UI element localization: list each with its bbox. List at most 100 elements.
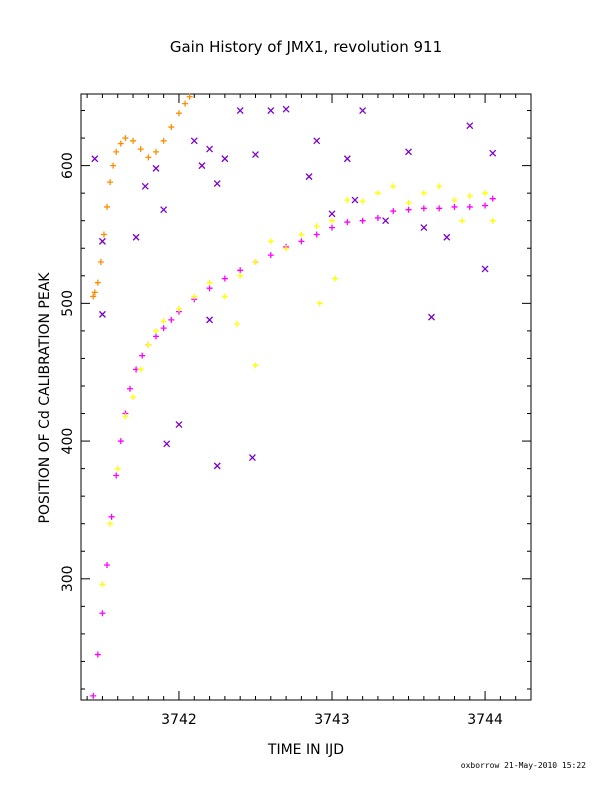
y-tick-label: 400	[60, 428, 76, 455]
data-point	[443, 233, 451, 241]
data-point	[482, 202, 489, 209]
data-point	[466, 192, 473, 199]
data-point	[234, 321, 241, 328]
data-point	[459, 217, 466, 224]
data-point	[405, 206, 412, 213]
data-point	[152, 164, 160, 172]
data-point	[237, 267, 244, 274]
data-point	[206, 145, 214, 153]
data-point	[248, 454, 256, 462]
data-point	[113, 472, 120, 479]
x-tick-label: 3742	[161, 712, 197, 728]
data-point	[206, 285, 213, 292]
data-point	[175, 305, 182, 312]
data-point	[420, 190, 427, 197]
data-point	[97, 259, 104, 266]
data-point	[163, 440, 171, 448]
data-point	[481, 265, 489, 273]
data-point	[359, 107, 367, 114]
data-point	[237, 272, 244, 279]
data-point	[130, 394, 137, 400]
data-point	[104, 203, 111, 210]
data-point	[108, 513, 115, 520]
data-point	[100, 231, 107, 238]
data-point	[198, 162, 206, 170]
data-point	[343, 155, 351, 163]
x-axis-label: TIME IN IJD	[267, 742, 344, 758]
data-point	[436, 183, 443, 190]
data-point	[91, 155, 99, 163]
data-point	[94, 279, 101, 286]
series-3	[99, 183, 496, 588]
data-point	[107, 520, 114, 527]
series-2	[90, 93, 193, 300]
data-point	[329, 224, 336, 231]
data-point	[99, 581, 106, 588]
data-point	[191, 293, 198, 300]
data-point	[213, 180, 221, 187]
data-point	[113, 148, 120, 155]
data-point	[332, 275, 339, 282]
data-point	[153, 148, 159, 155]
data-point	[182, 100, 189, 107]
data-point	[90, 692, 97, 699]
data-point	[298, 238, 305, 245]
data-point	[145, 341, 152, 348]
data-point	[252, 259, 259, 266]
data-point	[236, 107, 244, 114]
data-point	[489, 195, 496, 202]
data-point	[390, 208, 397, 215]
series-1	[90, 195, 496, 699]
data-point	[267, 107, 275, 114]
data-point	[466, 203, 473, 210]
data-point	[117, 140, 124, 147]
x-tick-label: 3744	[467, 712, 503, 728]
data-point	[436, 205, 443, 212]
data-point	[90, 293, 97, 300]
data-point	[267, 238, 274, 245]
data-point	[213, 462, 221, 470]
data-point	[482, 190, 489, 197]
data-point	[267, 252, 274, 259]
data-point	[313, 231, 320, 238]
data-point	[466, 122, 474, 130]
data-point	[91, 289, 98, 296]
data-point	[206, 279, 213, 286]
data-point	[137, 146, 144, 153]
data-point	[489, 149, 497, 157]
data-point	[107, 179, 114, 186]
data-point	[252, 151, 259, 159]
data-point	[110, 162, 117, 169]
data-point	[175, 421, 183, 429]
data-point	[160, 325, 167, 332]
data-point	[141, 182, 149, 190]
chart-title: Gain History of JMX1, revolution 911	[170, 38, 442, 56]
data-point	[221, 155, 229, 163]
data-point	[282, 105, 290, 113]
data-point	[139, 352, 146, 359]
data-point	[489, 217, 496, 224]
data-point	[98, 310, 106, 318]
y-tick-label: 500	[60, 290, 76, 317]
data-point	[252, 362, 259, 369]
data-point	[168, 124, 175, 131]
plot-frame	[80, 93, 532, 701]
series-4	[91, 105, 497, 470]
data-point	[316, 300, 323, 307]
data-point	[104, 562, 111, 569]
data-point	[283, 245, 290, 252]
x-tick-label: 3743	[314, 712, 350, 728]
data-point	[351, 196, 359, 204]
data-point	[313, 137, 321, 145]
data-point	[428, 313, 435, 321]
data-point	[420, 205, 427, 212]
data-point	[175, 110, 182, 117]
data-point	[145, 154, 152, 161]
data-point	[130, 137, 137, 144]
data-point	[382, 217, 390, 225]
data-point	[160, 206, 168, 214]
data-point	[221, 275, 228, 282]
data-point	[132, 233, 140, 241]
y-axis-label: POSITION OF Cd CALIBRATION PEAK	[37, 272, 53, 524]
data-point	[451, 197, 458, 204]
